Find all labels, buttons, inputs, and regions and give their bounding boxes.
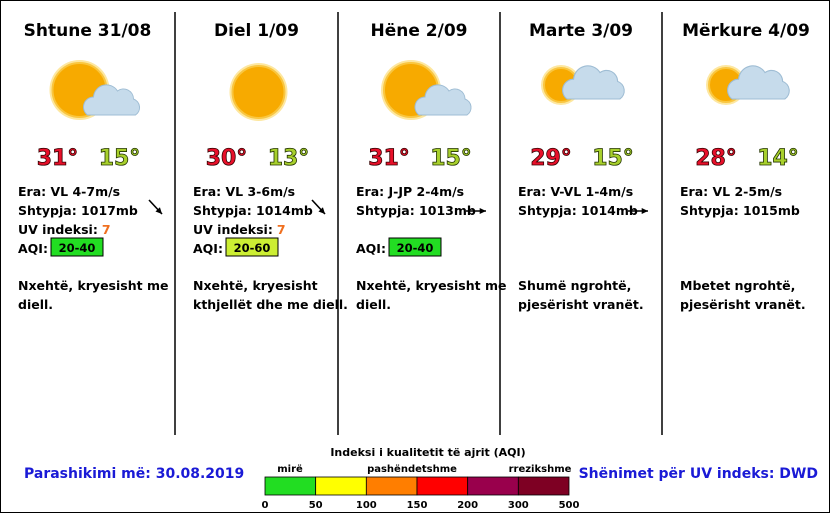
description: Shumë ngrohtë, <box>518 278 631 293</box>
aqi-segment <box>467 476 519 496</box>
pressure: Shtypja: 1014mb <box>518 203 638 218</box>
description: pjesërisht vranët. <box>518 297 644 312</box>
aqi-value: 20-40 <box>59 241 96 255</box>
wind: Era: VL 4-7m/s <box>18 184 120 199</box>
cloud-shape <box>727 65 790 100</box>
description: diell. <box>18 297 53 312</box>
description: diell. <box>356 297 391 312</box>
arrow-head <box>641 207 648 215</box>
day-title: Hëne 2/09 <box>370 21 467 41</box>
aqi-tick-label: 150 <box>407 500 428 511</box>
cloud <box>562 65 625 100</box>
pressure: Shtypja: 1015mb <box>680 203 800 218</box>
high-temp: 31° <box>37 146 79 171</box>
wind: Era: VL 2-5m/s <box>680 184 782 199</box>
aqi-segment <box>315 476 367 496</box>
aqi-category: rrezikshme <box>509 464 572 475</box>
aqi-tick-label: 200 <box>457 500 478 511</box>
aqi-badge <box>388 237 442 257</box>
uv-label: UV indeksi: <box>193 222 273 237</box>
aqi-value: 20-40 <box>397 241 434 255</box>
high-temp: 29° <box>530 146 572 171</box>
aqi-tick-label: 500 <box>559 500 580 511</box>
uv-value: 7 <box>102 222 111 237</box>
aqi-badge <box>225 237 279 257</box>
uv-source: Shënimet për UV indeks: DWD <box>579 466 818 482</box>
low-temp: 15° <box>430 146 472 171</box>
cloud <box>83 84 140 116</box>
description: pjesërisht vranët. <box>680 297 806 312</box>
aqi-tick-label: 50 <box>309 500 323 511</box>
arrow-head <box>318 207 325 214</box>
aqi-segment <box>517 476 570 496</box>
pressure: Shtypja: 1013mb <box>356 203 476 218</box>
sun <box>231 65 286 119</box>
aqi-tick-label: 0 <box>262 500 269 511</box>
aqi-value: 20-60 <box>234 241 271 255</box>
high-temp: 31° <box>368 146 410 171</box>
description: Mbetet ngrohtë, <box>680 278 795 293</box>
aqi-segment <box>416 476 469 496</box>
description: Nxehtë, kryesisht <box>193 278 318 293</box>
low-temp: 14° <box>757 146 799 171</box>
arrow-head <box>155 207 162 214</box>
high-temp: 30° <box>206 146 248 171</box>
cloud-shape <box>414 84 472 116</box>
day-title: Shtune 31/08 <box>24 21 152 41</box>
arrow-head <box>479 207 486 215</box>
aqi-segment <box>365 476 418 496</box>
uv-line: UV indeksi: 7 <box>193 222 286 237</box>
aqi-label: AQI: <box>18 241 48 256</box>
aqi-category: pashëndetshme <box>367 464 457 475</box>
issued-date: Parashikimi më: 30.08.2019 <box>24 466 244 482</box>
cloud <box>727 65 790 100</box>
uv-line: UV indeksi: 7 <box>18 222 111 237</box>
cloud-shape <box>562 65 625 100</box>
cloud-shape <box>83 84 140 116</box>
aqi-tick-label: 300 <box>508 500 529 511</box>
aqi-scale-title: Indeksi i kualitetit të ajrit (AQI) <box>330 446 525 459</box>
day-title: Marte 3/09 <box>529 21 633 41</box>
description: Nxehtë, kryesisht me <box>18 278 168 293</box>
wind: Era: J-JP 2-4m/s <box>356 184 464 199</box>
low-temp: 13° <box>268 146 310 171</box>
pressure: Shtypja: 1014mb <box>193 203 313 218</box>
low-temp: 15° <box>592 146 634 171</box>
aqi-category: mirë <box>277 464 303 475</box>
low-temp: 15° <box>99 146 141 171</box>
aqi-tick-label: 100 <box>356 500 377 511</box>
day-title: Mërkure 4/09 <box>682 21 810 41</box>
uv-label: UV indeksi: <box>18 222 98 237</box>
aqi-label: AQI: <box>356 241 386 256</box>
day-title: Diel 1/09 <box>214 21 299 41</box>
aqi-segment <box>264 476 317 496</box>
description: kthjellët dhe me diell. <box>193 297 348 312</box>
aqi-badge <box>50 237 104 257</box>
uv-value: 7 <box>277 222 286 237</box>
high-temp: 28° <box>695 146 737 171</box>
pressure: Shtypja: 1017mb <box>18 203 138 218</box>
description: Nxehtë, kryesisht me <box>356 278 506 293</box>
aqi-label: AQI: <box>193 241 223 256</box>
cloud <box>414 84 472 116</box>
wind: Era: V-VL 1-4m/s <box>518 184 633 199</box>
wind: Era: VL 3-6m/s <box>193 184 295 199</box>
